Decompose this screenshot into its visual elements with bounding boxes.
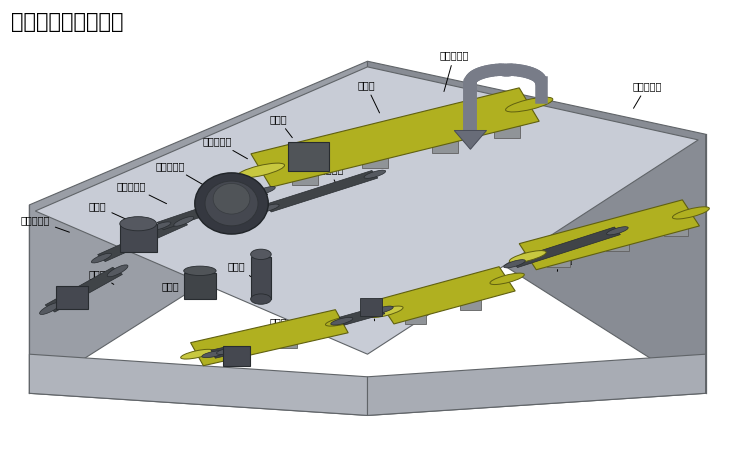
Text: 冷却机: 冷却机: [650, 215, 676, 235]
Ellipse shape: [503, 260, 526, 268]
Polygon shape: [211, 347, 230, 358]
Ellipse shape: [257, 204, 279, 212]
Polygon shape: [35, 67, 698, 354]
Ellipse shape: [107, 265, 128, 277]
FancyBboxPatch shape: [547, 256, 570, 267]
Polygon shape: [512, 227, 620, 268]
FancyBboxPatch shape: [184, 273, 216, 299]
Polygon shape: [378, 267, 515, 324]
Text: 粉碎机: 粉碎机: [89, 269, 114, 284]
Polygon shape: [157, 187, 268, 230]
Ellipse shape: [40, 302, 60, 315]
Ellipse shape: [237, 163, 284, 178]
Ellipse shape: [120, 217, 157, 231]
FancyBboxPatch shape: [276, 338, 297, 348]
Text: 提升机: 提升机: [228, 261, 254, 278]
Text: 旋风除尘器: 旋风除尘器: [440, 50, 469, 91]
Polygon shape: [251, 88, 539, 187]
FancyBboxPatch shape: [362, 156, 388, 169]
Text: 成品仓: 成品仓: [162, 281, 195, 297]
Ellipse shape: [364, 170, 386, 179]
Ellipse shape: [205, 181, 258, 226]
Polygon shape: [519, 200, 700, 270]
Polygon shape: [368, 61, 706, 393]
Ellipse shape: [173, 217, 194, 226]
Polygon shape: [29, 354, 368, 415]
FancyBboxPatch shape: [494, 126, 520, 138]
Ellipse shape: [149, 222, 171, 230]
Text: 包装秤: 包装秤: [225, 342, 243, 359]
FancyBboxPatch shape: [223, 346, 250, 366]
Ellipse shape: [181, 349, 213, 359]
FancyBboxPatch shape: [460, 300, 481, 310]
Text: 三级筛分机: 三级筛分机: [454, 283, 484, 300]
FancyBboxPatch shape: [218, 349, 238, 359]
Ellipse shape: [371, 306, 393, 314]
FancyBboxPatch shape: [288, 142, 329, 171]
Text: 皮带输送机: 皮带输送机: [632, 81, 662, 108]
Ellipse shape: [606, 227, 628, 235]
Polygon shape: [98, 218, 187, 261]
Ellipse shape: [326, 317, 358, 326]
Text: 料斗皮带机: 料斗皮带机: [315, 164, 344, 186]
Ellipse shape: [369, 306, 403, 317]
Ellipse shape: [251, 249, 271, 260]
FancyBboxPatch shape: [292, 173, 318, 185]
Text: 圆盘造粒机工艺流程: 圆盘造粒机工艺流程: [11, 12, 123, 32]
Polygon shape: [45, 267, 123, 312]
Ellipse shape: [254, 187, 276, 195]
FancyBboxPatch shape: [405, 314, 426, 324]
Text: 包膜机: 包膜机: [269, 317, 287, 334]
Ellipse shape: [217, 348, 239, 354]
Polygon shape: [29, 61, 368, 393]
Text: 圆盘造粒机: 圆盘造粒机: [156, 161, 207, 187]
Polygon shape: [265, 171, 378, 212]
Ellipse shape: [184, 266, 216, 276]
FancyBboxPatch shape: [251, 257, 271, 299]
Polygon shape: [190, 310, 348, 365]
Ellipse shape: [506, 97, 553, 112]
Ellipse shape: [195, 173, 268, 234]
Ellipse shape: [331, 317, 353, 325]
FancyBboxPatch shape: [664, 226, 688, 236]
FancyBboxPatch shape: [120, 224, 157, 252]
Polygon shape: [454, 130, 487, 149]
FancyBboxPatch shape: [360, 298, 382, 316]
Text: 搅拌机: 搅拌机: [89, 201, 129, 220]
FancyBboxPatch shape: [56, 286, 88, 309]
Polygon shape: [368, 354, 706, 415]
Text: 皮带机: 皮带机: [365, 303, 382, 321]
Polygon shape: [339, 306, 385, 325]
Text: 皮带输送机: 皮带输送机: [544, 254, 573, 271]
Ellipse shape: [673, 207, 709, 219]
Text: 皮带输送机: 皮带输送机: [116, 181, 167, 203]
Text: 热风炉: 热风炉: [269, 114, 293, 138]
FancyBboxPatch shape: [606, 241, 629, 251]
Ellipse shape: [213, 183, 250, 214]
Ellipse shape: [91, 253, 112, 263]
Ellipse shape: [202, 351, 224, 357]
Ellipse shape: [509, 251, 546, 263]
Ellipse shape: [490, 273, 524, 284]
Text: 皮带输送机: 皮带输送机: [202, 136, 248, 159]
Text: 皮带输送机: 皮带输送机: [21, 215, 69, 232]
Ellipse shape: [251, 294, 271, 304]
FancyBboxPatch shape: [431, 141, 457, 153]
Text: 烘干机: 烘干机: [357, 80, 379, 113]
